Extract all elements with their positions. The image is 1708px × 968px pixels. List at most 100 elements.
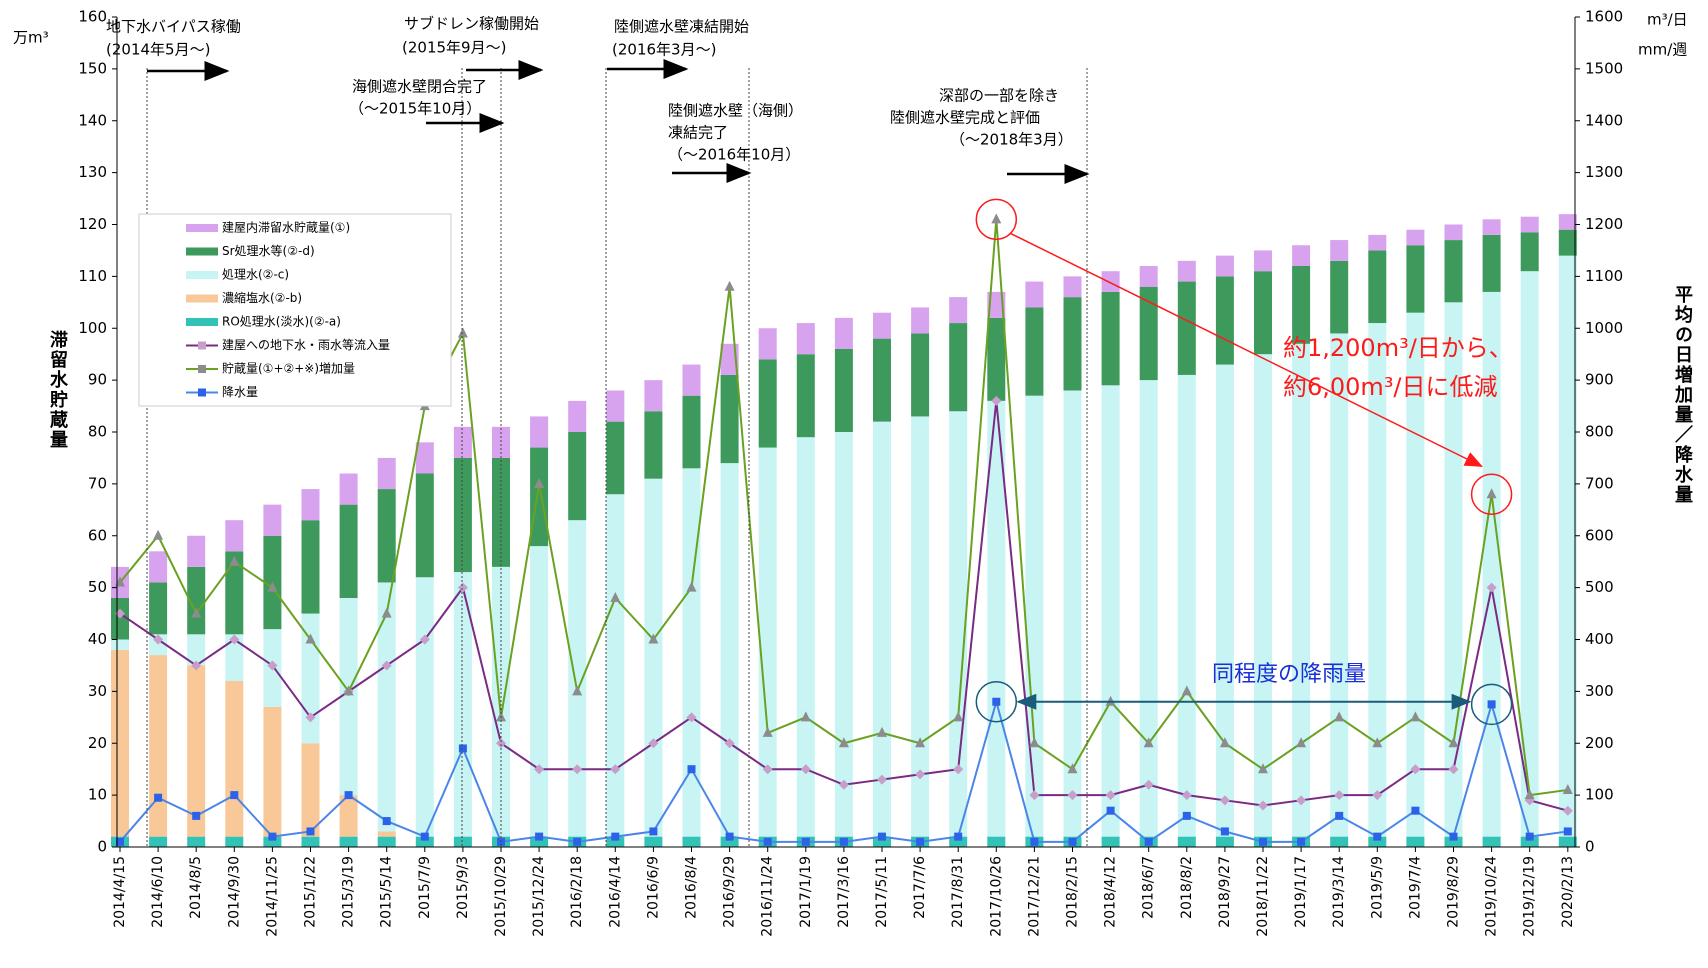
- bar-segment: [1330, 240, 1349, 261]
- marker: [1449, 832, 1458, 841]
- marker: [686, 581, 697, 592]
- bar-segment: [1368, 250, 1387, 324]
- marker: [534, 477, 545, 488]
- marker: [381, 607, 392, 618]
- bar-segment: [530, 546, 549, 837]
- legend-label: 建屋への地下水・雨水等流入量: [222, 338, 390, 352]
- marker: [991, 395, 1002, 406]
- bar-segment: [453, 836, 472, 847]
- bar-segment: [415, 577, 434, 837]
- marker: [611, 832, 620, 841]
- bar-segment: [377, 582, 396, 832]
- marker: [648, 633, 659, 644]
- marker: [763, 837, 772, 846]
- bar-segment: [263, 836, 282, 847]
- bar-segment: [568, 520, 587, 837]
- x-tick-label: 2019/12/19: [1522, 856, 1538, 937]
- bar-segment: [301, 520, 320, 614]
- y2-tick-label: 1600: [1585, 8, 1623, 26]
- bar-segment: [796, 354, 815, 438]
- bar-segment: [1101, 385, 1120, 837]
- x-tick-label: 2018/4/12: [1103, 856, 1119, 928]
- y-tick-label: 20: [88, 734, 107, 752]
- x-tick-label: 2019/10/24: [1484, 856, 1500, 937]
- marker: [724, 738, 735, 749]
- marker: [382, 817, 391, 826]
- x-tick-label: 2017/1/19: [798, 856, 814, 928]
- marker: [1334, 790, 1345, 801]
- x-tick-label: 2014/6/10: [150, 856, 166, 928]
- x-tick-label: 2014/4/15: [112, 856, 128, 928]
- marker: [877, 774, 887, 785]
- bar-segment: [758, 328, 777, 360]
- bar-segment: [453, 572, 472, 837]
- bar-segment: [873, 836, 891, 847]
- marker: [344, 791, 353, 800]
- marker: [1296, 737, 1307, 748]
- x-tick-label: 2014/9/30: [226, 856, 242, 928]
- bar-segment: [1254, 271, 1272, 355]
- x-tick-label: 2014/11/25: [264, 856, 280, 937]
- legend-label: 処理水(②-c): [222, 268, 289, 282]
- bar-segment: [682, 836, 701, 847]
- marker: [1525, 832, 1534, 841]
- marker: [191, 607, 202, 618]
- marker: [1219, 737, 1230, 748]
- marker: [116, 837, 124, 846]
- bar-segment: [1177, 260, 1196, 282]
- marker: [724, 280, 735, 291]
- bar-segment: [187, 535, 206, 567]
- marker: [877, 726, 887, 737]
- marker: [153, 634, 164, 645]
- marker: [916, 837, 925, 846]
- marker: [343, 685, 354, 696]
- marker: [1181, 685, 1192, 696]
- annotation: 陸側遮水壁（海側）: [668, 102, 803, 120]
- highlight-circle: [1470, 473, 1513, 515]
- bar-segment: [1368, 836, 1387, 847]
- bar-segment: [301, 743, 320, 837]
- marker: [268, 832, 277, 841]
- marker: [1486, 488, 1497, 499]
- legend-swatch: [198, 388, 206, 397]
- marker: [1562, 783, 1573, 794]
- y2-tick-label: 400: [1585, 630, 1614, 648]
- marker: [762, 764, 773, 775]
- x-tick-label: 2015/3/19: [341, 856, 357, 928]
- y2-unit: mm/週: [1638, 41, 1687, 59]
- bar-segment: [1063, 297, 1082, 391]
- bar-segment: [1482, 291, 1501, 837]
- bar-segment: [377, 457, 396, 490]
- bars: [111, 214, 1577, 847]
- legend-swatch: [186, 247, 218, 256]
- bar-segment: [873, 421, 891, 837]
- marker: [915, 769, 926, 780]
- bar-segment: [1025, 307, 1044, 396]
- bar-segment: [720, 343, 739, 375]
- bar-segment: [1177, 374, 1196, 837]
- bar-segment: [1406, 245, 1425, 313]
- bar-segment: [1558, 836, 1577, 847]
- marker: [992, 697, 1001, 706]
- y2-tick-label: 200: [1585, 734, 1614, 752]
- legend-label: RO処理水(淡水)(②-a): [222, 315, 341, 329]
- bar-segment: [1215, 276, 1234, 365]
- y2-tick-label: 1500: [1585, 59, 1623, 77]
- bar-segment: [1101, 291, 1120, 386]
- marker: [153, 529, 164, 540]
- bar-segment: [263, 706, 282, 837]
- y2-tick-label: 800: [1585, 423, 1614, 441]
- marker: [1448, 737, 1459, 748]
- marker: [535, 832, 544, 841]
- x-tick-label: 2014/8/5: [188, 856, 204, 919]
- y2-tick-label: 300: [1585, 682, 1614, 700]
- marker: [1259, 837, 1267, 846]
- marker: [1335, 811, 1344, 820]
- bar-segment: [1139, 286, 1158, 381]
- y-tick-label: 50: [88, 578, 107, 596]
- marker: [1068, 837, 1077, 846]
- legend-swatch: [186, 271, 218, 279]
- bar-segment: [568, 400, 587, 432]
- x-tick-label: 2018/6/7: [1141, 856, 1157, 919]
- marker: [1411, 806, 1420, 815]
